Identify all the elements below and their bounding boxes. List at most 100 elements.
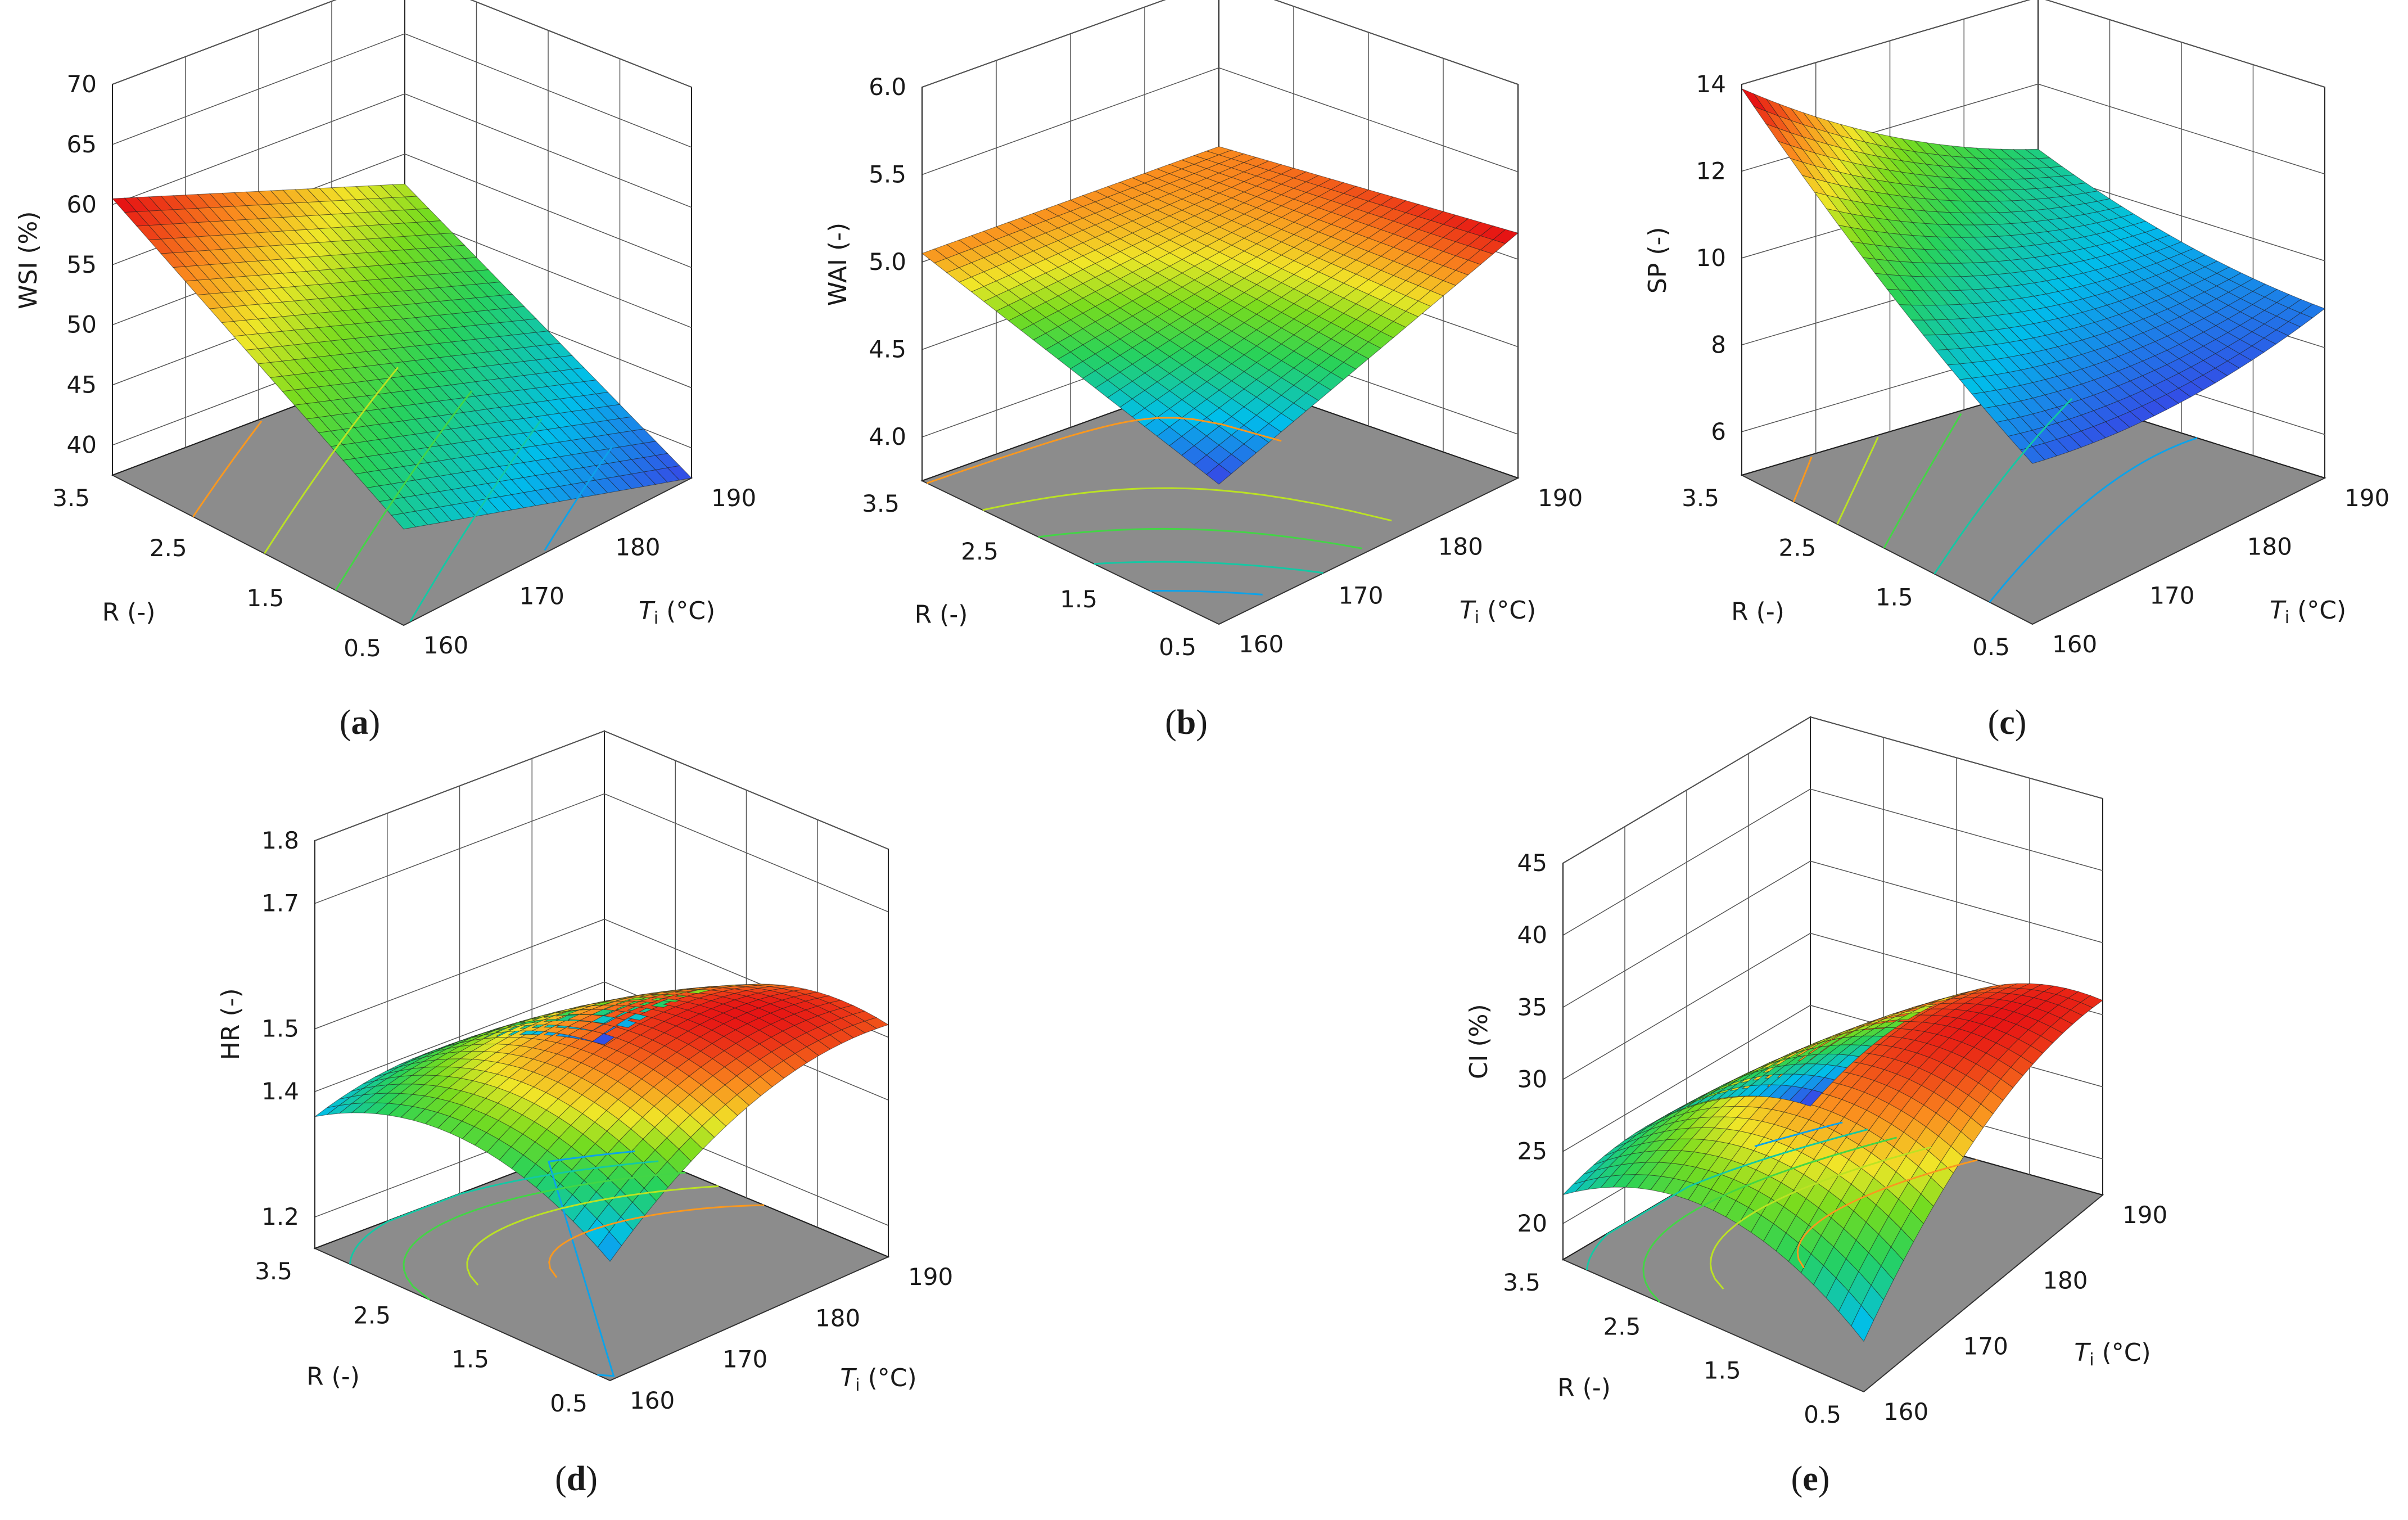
z-tick-label: 4.0 [869,423,906,450]
contour-line [547,1150,635,1377]
z-tick-label: 65 [67,130,97,158]
z-tick-label: 4.5 [869,336,906,363]
caption-letter: b [1177,703,1196,742]
caption-close: ) [586,1460,598,1498]
z-tick-label: 20 [1517,1210,1547,1237]
y-tick-label: 190 [908,1263,953,1291]
z-tick-label: 45 [67,371,97,399]
x-axis-label: R (-) [1731,598,1784,626]
y-tick-label: 190 [2122,1201,2167,1229]
y-tick-label: 180 [2043,1267,2088,1295]
x-tick-label: 0.5 [1972,633,2010,661]
contour-line [192,420,263,517]
floor-contours [927,417,1392,596]
y-tick-label: 180 [615,533,660,561]
z-gridline [1562,716,2103,864]
panel-caption: (b) [1165,703,1208,742]
caption-open: ( [1791,1460,1803,1498]
y-tick-label: 190 [2344,484,2389,512]
y-axis-label-main: T [639,597,656,625]
z-gridline [314,730,889,850]
y-tick-label: 180 [2247,533,2292,561]
x-tick-label: 2.5 [1779,534,1817,561]
response-surface [111,183,693,530]
z-tick-label: 10 [1696,244,1726,272]
caption-open: ( [555,1460,567,1498]
z-gridline [1741,0,2325,88]
z-gridline [921,0,1519,88]
caption-close: ) [2015,703,2027,742]
y-axis-label: Ti (°C) [840,1364,916,1395]
y-tick-label: 170 [2149,581,2194,609]
surface-cell [1492,229,1519,244]
contour-line [1933,398,2073,575]
caption-letter: c [1999,703,2015,742]
y-axis-label: Ti (°C) [2270,596,2346,628]
y-axis-label-unit: (°C) [658,597,715,625]
z-tick-label: 30 [1517,1066,1547,1093]
y-axis-label-main: T [1460,596,1476,625]
contour-line [264,367,399,554]
x-tick-label: 1.5 [1704,1357,1741,1384]
z-tick-label: 1.2 [261,1203,299,1230]
z-gridline [112,93,692,208]
y-axis-label-unit: (°C) [1479,596,1536,625]
contour-line [1642,1136,1897,1303]
z-axis-label: WSI (%) [14,211,43,309]
response-surface [1741,88,2326,464]
z-tick-label: 5.0 [869,248,906,276]
x-tick-label: 2.5 [150,534,187,562]
y-axis-label-sub: i [1475,608,1479,628]
x-tick-label: 2.5 [1603,1312,1641,1340]
response-surface [314,984,889,1262]
panel-caption: (a) [340,703,380,742]
panel-d: 1.2 1.4 1.5 1.7 1.8 HR (-) 3.5 2.5 1.5 0.5 R (-) 16… [216,730,953,1498]
x-tick-label: 1.5 [1060,585,1097,613]
z-tick-label: 1.5 [261,1015,299,1043]
z-tick-label: 8 [1711,331,1726,358]
panel-a: 40 45 50 55 60 65 70 WSI (%) 3.5 2.5 1.5 0.5 R (-) 16… [14,0,756,742]
y-axis-label-main: T [2074,1338,2091,1367]
panel-caption: (c) [1988,703,2027,742]
caption-open: ( [1988,703,2000,742]
contour-line [982,487,1392,522]
z-gridline [921,67,1519,175]
z-tick-label: 14 [1696,70,1726,98]
z-gridline [112,0,692,88]
panel-e: 20 25 30 35 40 45 CI (%) 3.5 2.5 1.5 0.5 R (-) 160 17… [1465,716,2167,1498]
x-axis-label: R (-) [1557,1374,1611,1402]
response-surface [1562,983,2104,1342]
panel-caption: (d) [555,1460,598,1498]
y-tick-label: 160 [1239,630,1284,658]
y-axis-label-unit: (°C) [2289,596,2346,625]
x-tick-label: 0.5 [344,634,381,662]
contour-line [466,1185,719,1286]
y-tick-label: 170 [519,583,564,610]
caption-close: ) [1818,1460,1830,1498]
caption-close: ) [369,703,381,742]
contour-line [1038,527,1363,549]
z-tick-label: 50 [67,311,97,339]
x-tick-label: 0.5 [550,1390,588,1417]
x-tick-label: 1.5 [1876,584,1913,611]
z-tick-label: 45 [1517,849,1547,877]
floor-contours [192,367,613,622]
floor-contours [1792,398,2198,603]
z-axis-label: HR (-) [216,988,245,1060]
x-tick-label: 3.5 [862,490,900,517]
z-axis-label: SP (-) [1643,227,1672,294]
contour-line [1883,413,1962,549]
y-axis-label: Ti (°C) [639,597,715,628]
contour-line [544,446,613,551]
x-tick-label: 2.5 [961,538,999,565]
y-axis-label-unit: (°C) [860,1364,917,1392]
panel-b: 4.0 4.5 5.0 5.5 6.0 WAI (-) 3.5 2.5 1.5 0.5 R (-) 1… [824,0,1583,742]
y-axis-label-main: T [840,1364,857,1392]
y-tick-label: 160 [1883,1398,1928,1426]
contour-line [1989,437,2198,603]
x-axis-label: R (-) [102,598,156,627]
z-tick-label: 12 [1696,157,1726,184]
contour-line [1149,589,1263,596]
z-tick-label: 35 [1517,993,1547,1021]
